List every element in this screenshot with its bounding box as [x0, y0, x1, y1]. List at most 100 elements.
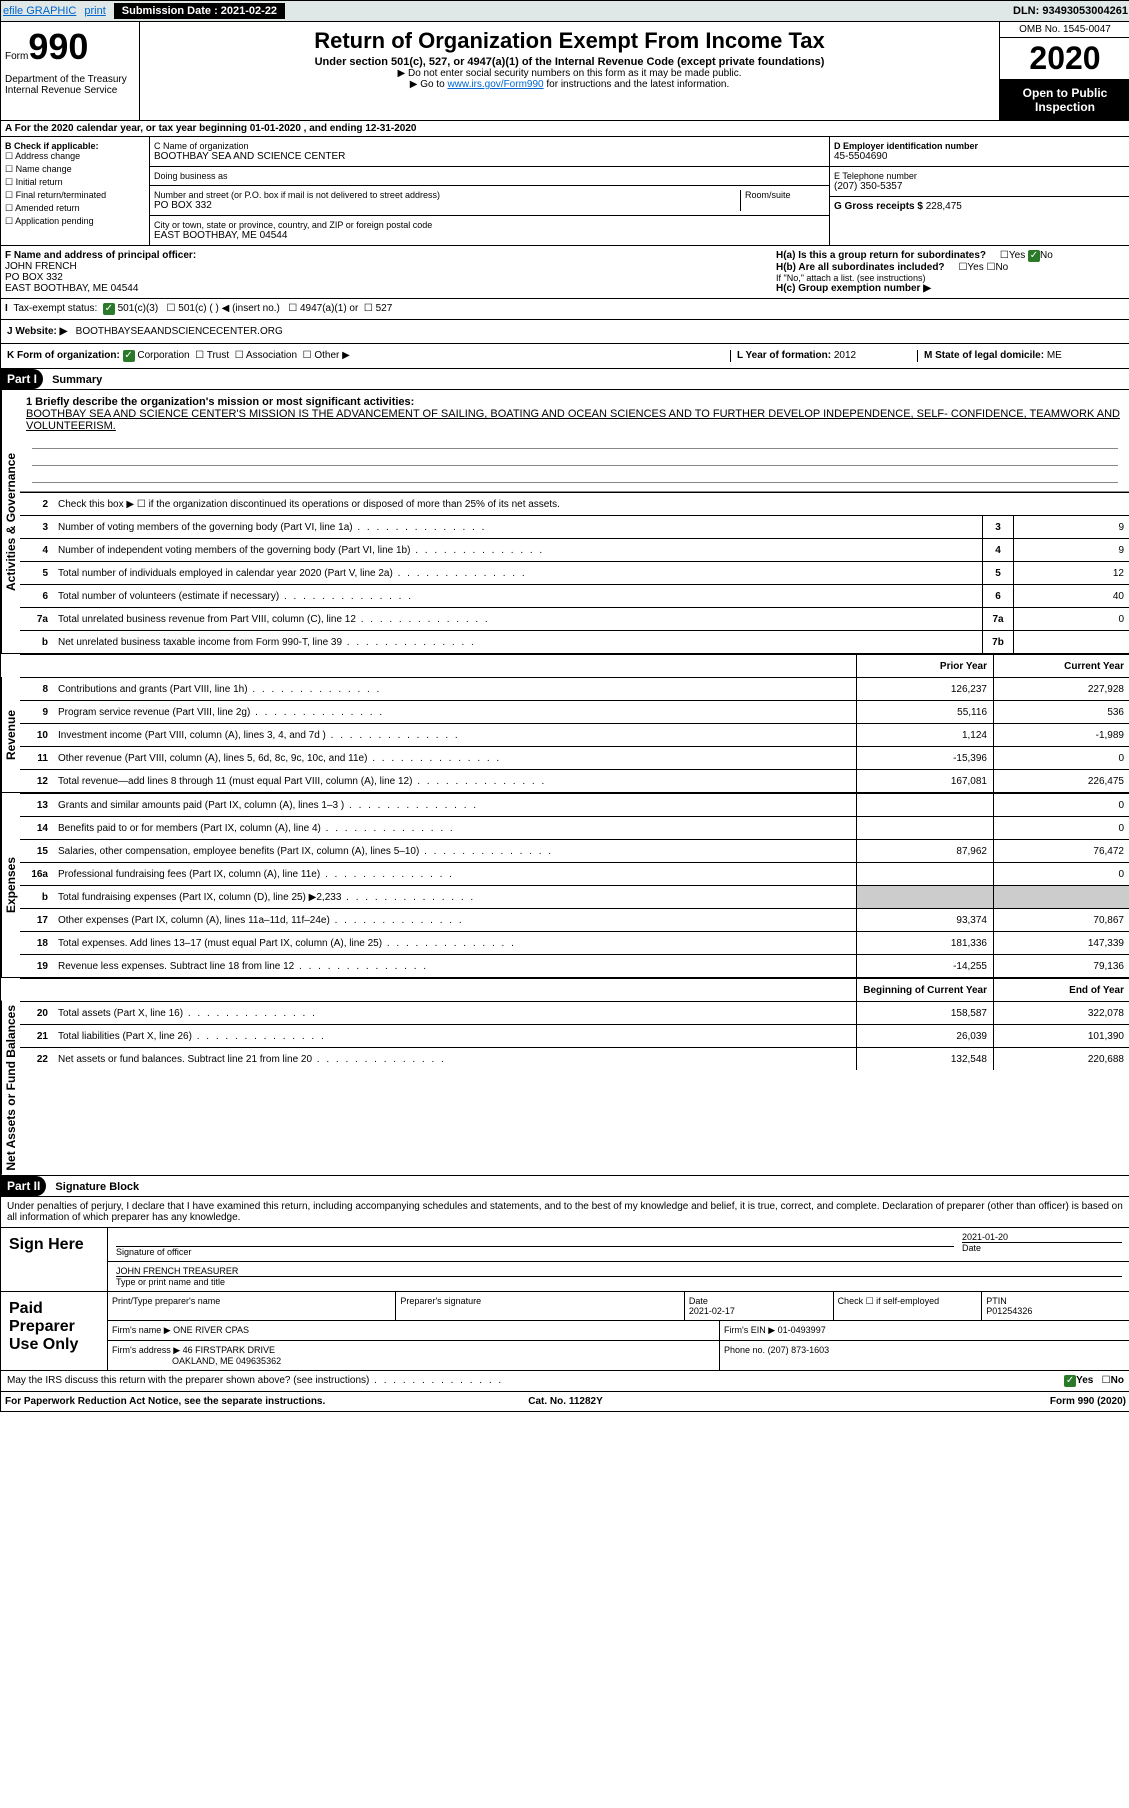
line-b: b Net unrelated business taxable income …: [20, 630, 1129, 653]
expenses-label: Expenses: [1, 793, 20, 977]
firm-addr: 46 FIRSTPARK DRIVE: [183, 1345, 275, 1355]
header-right: OMB No. 1545-0047 2020 Open to Public In…: [999, 22, 1129, 120]
row-f-h: F Name and address of principal officer:…: [1, 246, 1129, 299]
line-5: 5 Total number of individuals employed i…: [20, 561, 1129, 584]
line-b: b Total fundraising expenses (Part IX, c…: [20, 885, 1129, 908]
chk-final[interactable]: ☐ Final return/terminated: [5, 190, 145, 201]
sign-here-label: Sign Here: [1, 1228, 108, 1291]
revenue-header-row: . Prior Year Current Year: [1, 654, 1129, 677]
print-link[interactable]: print: [84, 5, 105, 17]
line-22: 22 Net assets or fund balances. Subtract…: [20, 1047, 1129, 1070]
omb-number: OMB No. 1545-0047: [1000, 22, 1129, 38]
line-19: 19 Revenue less expenses. Subtract line …: [20, 954, 1129, 977]
form-number: 990: [28, 26, 88, 67]
prior-year-header: Prior Year: [856, 655, 994, 677]
netassets-header-row: . Beginning of Current Year End of Year: [1, 978, 1129, 1001]
chk-name[interactable]: ☐ Name change: [5, 164, 145, 175]
part-2-header-row: Part II Signature Block: [1, 1176, 1129, 1197]
box-l: L Year of formation: 2012: [730, 350, 917, 362]
chk-address[interactable]: ☐ Address change: [5, 151, 145, 162]
irs-link[interactable]: www.irs.gov/Form990: [447, 79, 543, 90]
expenses-section: Expenses 13 Grants and similar amounts p…: [1, 793, 1129, 978]
line-18: 18 Total expenses. Add lines 13–17 (must…: [20, 931, 1129, 954]
discuss-row: May the IRS discuss this return with the…: [1, 1371, 1129, 1392]
page-footer: For Paperwork Reduction Act Notice, see …: [1, 1392, 1129, 1411]
row-tax-exempt: I Tax-exempt status: ✓ 501(c)(3) ☐ 501(c…: [1, 299, 1129, 320]
line-11: 11 Other revenue (Part VIII, column (A),…: [20, 746, 1129, 769]
officer-name: JOHN FRENCH: [5, 261, 77, 272]
efile-link[interactable]: efile GRAPHIC: [3, 5, 76, 17]
mission-block: 1 Briefly describe the organization's mi…: [20, 390, 1129, 492]
current-year-header: Current Year: [994, 655, 1129, 677]
revenue-label: Revenue: [1, 677, 20, 792]
governance-label: Activities & Governance: [1, 390, 20, 653]
gross-receipts: 228,475: [926, 201, 962, 212]
part-1-header-row: Part I Summary: [1, 369, 1129, 390]
netassets-section: Net Assets or Fund Balances 20 Total ass…: [1, 1001, 1129, 1176]
chk-initial[interactable]: ☐ Initial return: [5, 177, 145, 188]
form-990-page: efile GRAPHIC print Submission Date : 20…: [0, 0, 1129, 1412]
line-2: 2 Check this box ▶ ☐ if the organization…: [20, 492, 1129, 515]
line-3: 3 Number of voting members of the govern…: [20, 515, 1129, 538]
end-year-header: End of Year: [994, 979, 1129, 1001]
footer-left: For Paperwork Reduction Act Notice, see …: [5, 1396, 379, 1407]
form-title: Return of Organization Exempt From Incom…: [148, 28, 991, 54]
chk-pending[interactable]: ☐ Application pending: [5, 216, 145, 227]
row-klm: K Form of organization: ✓ Corporation ☐ …: [1, 344, 1129, 369]
line-4: 4 Number of independent voting members o…: [20, 538, 1129, 561]
prep-date: 2021-02-17: [689, 1306, 735, 1316]
firm-ein: 01-0493997: [778, 1325, 826, 1335]
firm-name: ONE RIVER CPAS: [173, 1325, 249, 1335]
paid-preparer-row: Paid Preparer Use Only Print/Type prepar…: [1, 1292, 1129, 1371]
box-k: K Form of organization: ✓ Corporation ☐ …: [7, 350, 730, 362]
header-title-area: Return of Organization Exempt From Incom…: [140, 22, 999, 120]
check-icon: ✓: [1064, 1375, 1076, 1387]
form-header: Form990 Department of the Treasury Inter…: [1, 22, 1129, 121]
open-to-public: Open to Public Inspection: [1000, 80, 1129, 120]
form-word: Form: [5, 51, 28, 62]
line-9: 9 Program service revenue (Part VIII, li…: [20, 700, 1129, 723]
check-icon: ✓: [123, 350, 135, 362]
box-h: H(a) Is this a group return for subordin…: [776, 250, 1126, 294]
telephone: (207) 350-5357: [834, 181, 1126, 192]
governance-section: Activities & Governance 1 Briefly descri…: [1, 390, 1129, 654]
line-20: 20 Total assets (Part X, line 16) 158,58…: [20, 1001, 1129, 1024]
ein: 45-5504690: [834, 151, 1126, 162]
row-website: J Website: ▶ BOOTHBAYSEAANDSCIENCECENTER…: [1, 320, 1129, 344]
footer-mid: Cat. No. 11282Y: [379, 1396, 753, 1407]
note-ssn: ▶ Do not enter social security numbers o…: [148, 68, 991, 79]
box-deg: D Employer identification number 45-5504…: [829, 137, 1129, 245]
ptin: P01254326: [986, 1306, 1032, 1316]
dln: DLN: 93493053004261: [1013, 5, 1128, 17]
part-2-badge: Part II: [1, 1176, 46, 1196]
check-icon: ✓: [1028, 250, 1040, 262]
website-url: BOOTHBAYSEAANDSCIENCECENTER.ORG: [76, 326, 283, 337]
officer-name-title: JOHN FRENCH TREASURER: [116, 1266, 1122, 1276]
info-grid: B Check if applicable: ☐ Address change …: [1, 137, 1129, 246]
line-8: 8 Contributions and grants (Part VIII, l…: [20, 677, 1129, 700]
paid-preparer-label: Paid Preparer Use Only: [1, 1292, 108, 1370]
section-a-tax-year: A For the 2020 calendar year, or tax yea…: [1, 121, 1129, 137]
line-7a: 7a Total unrelated business revenue from…: [20, 607, 1129, 630]
line-21: 21 Total liabilities (Part X, line 26) 2…: [20, 1024, 1129, 1047]
sign-here-row: Sign Here Signature of officer 2021-01-2…: [1, 1228, 1129, 1292]
chk-amended[interactable]: ☐ Amended return: [5, 203, 145, 214]
part-1-badge: Part I: [1, 369, 43, 389]
top-bar: efile GRAPHIC print Submission Date : 20…: [1, 1, 1129, 22]
form-subtitle: Under section 501(c), 527, or 4947(a)(1)…: [148, 56, 991, 68]
submission-date: Submission Date : 2021-02-22: [114, 3, 285, 19]
line-13: 13 Grants and similar amounts paid (Part…: [20, 793, 1129, 816]
box-b: B Check if applicable: ☐ Address change …: [1, 137, 150, 245]
netassets-label: Net Assets or Fund Balances: [1, 1001, 20, 1175]
dept-treasury: Department of the Treasury Internal Reve…: [1, 72, 139, 98]
line-14: 14 Benefits paid to or for members (Part…: [20, 816, 1129, 839]
begin-year-header: Beginning of Current Year: [856, 979, 994, 1001]
org-city: EAST BOOTHBAY, ME 04544: [154, 230, 825, 241]
check-icon: ✓: [103, 303, 115, 315]
sig-date: 2021-01-20: [962, 1232, 1122, 1242]
firm-phone: (207) 873-1603: [768, 1345, 830, 1355]
footer-right: Form 990 (2020): [752, 1396, 1126, 1407]
part-1-title: Summary: [46, 371, 108, 389]
box-c: C Name of organization BOOTHBAY SEA AND …: [150, 137, 829, 245]
form-number-box: Form990: [1, 22, 139, 72]
